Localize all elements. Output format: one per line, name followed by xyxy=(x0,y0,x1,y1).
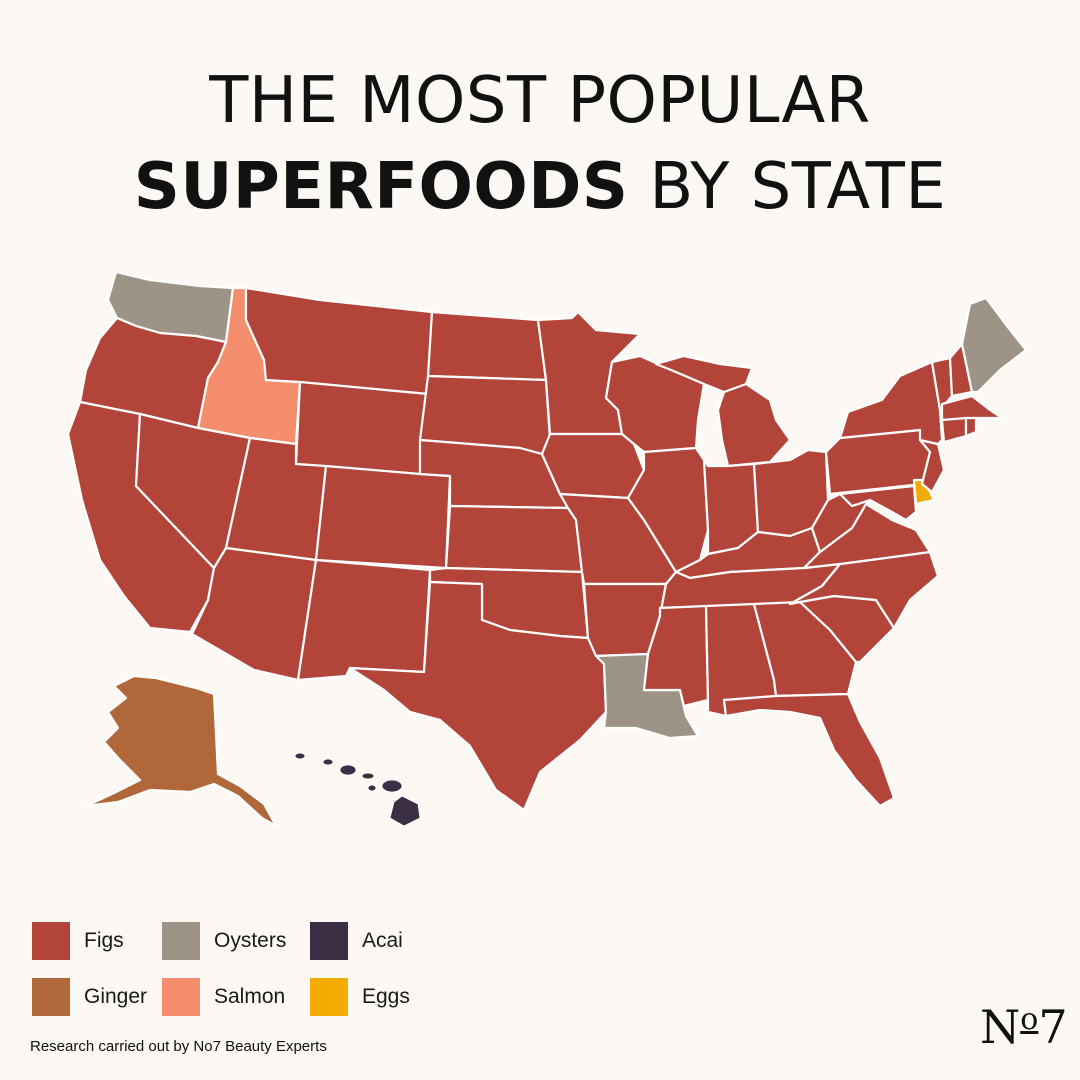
lower-48 xyxy=(66,270,1028,812)
state-kansas[interactable] xyxy=(444,504,584,574)
state-massachusetts[interactable] xyxy=(940,394,1004,422)
state-maine[interactable] xyxy=(960,296,1028,394)
state-colorado[interactable] xyxy=(314,464,452,570)
state-north-carolina[interactable] xyxy=(788,550,940,630)
legend-swatch-ginger xyxy=(32,978,70,1016)
state-alaska[interactable] xyxy=(84,674,278,828)
state-delaware[interactable] xyxy=(912,478,936,506)
state-michigan[interactable] xyxy=(716,382,792,468)
state-new-york[interactable] xyxy=(838,360,944,446)
title-line-2: SUPERFOODS BY STATE xyxy=(0,144,1080,230)
page-title: THE MOST POPULAR SUPERFOODS BY STATE xyxy=(0,58,1080,230)
legend-swatch-oysters xyxy=(162,922,200,960)
legend-item-acai: Acai xyxy=(310,922,403,960)
legend-label: Ginger xyxy=(84,985,148,1008)
state-texas[interactable] xyxy=(348,580,608,812)
legend-label: Acai xyxy=(362,929,403,952)
legend-label: Figs xyxy=(84,929,124,952)
no7-logo: No7 xyxy=(980,1000,1068,1054)
state-connecticut[interactable] xyxy=(940,416,968,444)
legend-swatch-acai xyxy=(310,922,348,960)
legend: Figs Oysters Acai Ginger Salmon Eggs xyxy=(32,922,632,1022)
footnote: Research carried out by No7 Beauty Exper… xyxy=(30,1038,327,1055)
legend-swatch-salmon xyxy=(162,978,200,1016)
state-iowa[interactable] xyxy=(540,432,646,500)
legend-label: Salmon xyxy=(214,985,286,1008)
state-montana[interactable] xyxy=(244,286,434,396)
legend-item-oysters: Oysters xyxy=(162,922,286,960)
state-michigan-upper[interactable] xyxy=(654,354,754,394)
legend-swatch-figs xyxy=(32,922,70,960)
title-rest: BY STATE xyxy=(628,150,947,224)
state-new-mexico[interactable] xyxy=(296,558,432,682)
legend-label: Oysters xyxy=(214,929,287,952)
legend-item-figs: Figs xyxy=(32,922,124,960)
title-bold-word: SUPERFOODS xyxy=(133,150,629,224)
legend-swatch-eggs xyxy=(310,978,348,1016)
legend-item-salmon: Salmon xyxy=(162,978,285,1016)
state-north-dakota[interactable] xyxy=(426,310,548,382)
state-rhode-island[interactable] xyxy=(964,416,978,438)
state-hawaii[interactable] xyxy=(294,752,421,827)
legend-item-eggs: Eggs xyxy=(310,978,410,1016)
state-wyoming[interactable] xyxy=(294,380,430,476)
legend-item-ginger: Ginger xyxy=(32,978,147,1016)
legend-label: Eggs xyxy=(362,985,410,1008)
title-line-1: THE MOST POPULAR xyxy=(209,64,871,138)
state-florida[interactable] xyxy=(722,692,896,808)
